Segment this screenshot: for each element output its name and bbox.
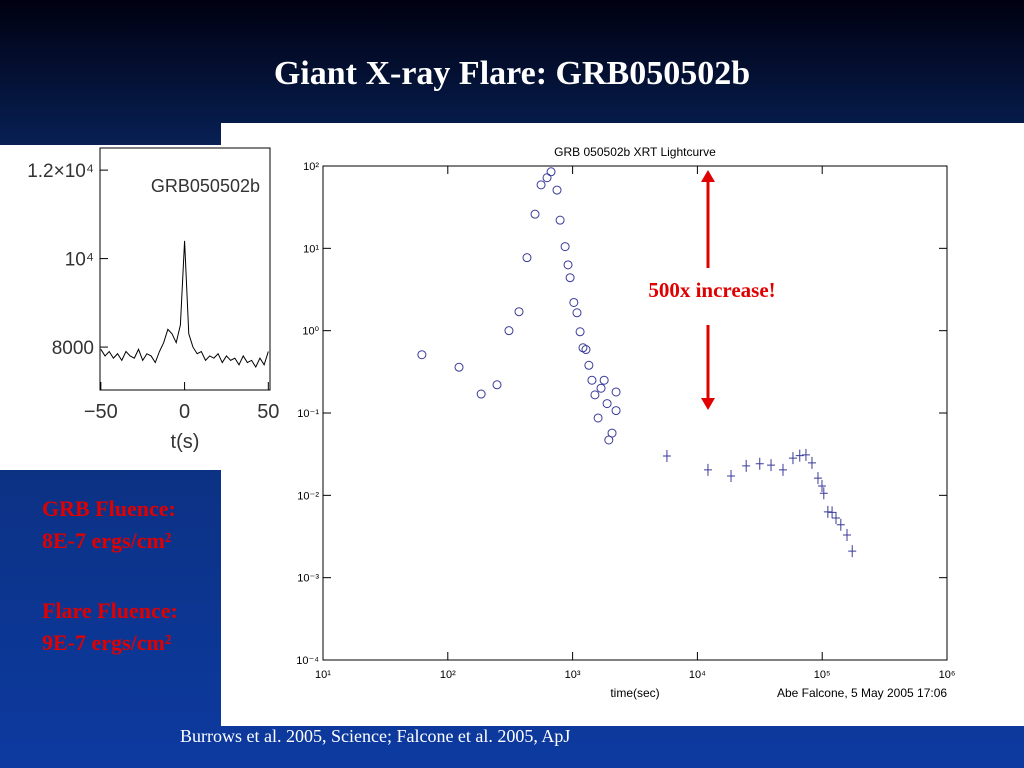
data-point [454, 362, 464, 372]
data-point [607, 428, 617, 438]
x-tick-label: 10⁶ [939, 669, 956, 681]
data-point [565, 273, 575, 283]
data-point [492, 380, 502, 390]
y-tick-label: 10⁴ [65, 250, 94, 271]
data-point [563, 260, 573, 270]
data-point [593, 413, 603, 423]
y-tick-label: 10⁻¹ [297, 408, 319, 420]
x-tick-label: 10³ [565, 669, 581, 681]
data-point [552, 185, 562, 195]
fluence-text: 8E-7 ergs/cm² [42, 528, 172, 553]
footer: Burrows et al. 2005, Science; Falcone et… [180, 726, 570, 746]
data-point [807, 456, 816, 469]
data-point [572, 308, 582, 318]
y-tick-label: 10¹ [303, 243, 319, 255]
data-line [100, 240, 269, 369]
x-tick-label: 10⁵ [814, 669, 831, 681]
fluence-text: GRB Fluence: [42, 496, 176, 521]
chart-title: GRB 050502b XRT Lightcurve [554, 145, 716, 159]
x-axis-label: time(sec) [610, 686, 659, 700]
x-tick-label: 50 [257, 401, 279, 423]
data-point [602, 399, 612, 409]
data-point [727, 469, 736, 482]
y-tick-label: 10⁻³ [297, 573, 319, 585]
x-axis-label: t(s) [171, 431, 200, 453]
data-point [813, 472, 822, 485]
data-point [587, 375, 597, 385]
data-point [788, 452, 797, 465]
slide-title: Giant X-ray Flare: GRB050502b [274, 55, 750, 92]
data-point [417, 350, 427, 360]
data-point [569, 297, 579, 307]
fluence-text: Flare Fluence: [42, 598, 178, 623]
data-point [575, 327, 585, 337]
annotation: 500x increase! [648, 278, 775, 302]
data-point [819, 487, 828, 500]
data-point [590, 390, 600, 400]
data-point [795, 449, 804, 462]
data-point [755, 457, 764, 470]
x-tick-label: 0 [179, 401, 190, 423]
data-point [801, 448, 810, 461]
data-point [522, 253, 532, 263]
data-point [504, 326, 514, 336]
y-tick-label: 8000 [52, 338, 94, 359]
chart-panel [221, 123, 1024, 726]
data-point [848, 545, 857, 558]
x-tick-label: 10² [440, 669, 456, 681]
data-point [823, 505, 832, 518]
data-point [778, 463, 787, 476]
data-point [611, 406, 621, 416]
data-point [536, 180, 546, 190]
credit: Abe Falcone, 5 May 2005 17:06 [777, 686, 947, 700]
y-tick-label: 10² [303, 161, 319, 173]
data-point [599, 375, 609, 385]
data-point [832, 512, 841, 525]
x-tick-label: −50 [84, 401, 118, 423]
inset-panel [0, 145, 221, 470]
data-point [742, 459, 751, 472]
data-point [476, 389, 486, 399]
data-point [817, 479, 826, 492]
data-point [555, 215, 565, 225]
plot: −50 0 50 8000 10⁴ 1.2×10⁴ t(s) GRB050502b [27, 147, 279, 453]
data-point [514, 307, 524, 317]
y-tick-label: 10⁻⁴ [296, 655, 319, 667]
annotation: GRB050502b [151, 176, 260, 196]
data-point [662, 450, 671, 463]
data-point [828, 506, 837, 519]
data-point [703, 463, 712, 476]
data-point [584, 360, 594, 370]
arrows [701, 170, 715, 410]
y-tick-label: 10⁰ [302, 326, 319, 338]
x-tick-label: 10¹ [315, 669, 331, 681]
data-point [530, 209, 540, 219]
data-point [596, 383, 606, 393]
fluence-text: 9E-7 ergs/cm² [42, 630, 172, 655]
y-tick-label: 10⁻² [297, 490, 319, 502]
x-tick-label: 10⁴ [689, 669, 706, 681]
data-point [767, 459, 776, 472]
data-point [842, 528, 851, 541]
plot: GRB 050502b XRT Lightcurve 10¹ 10² 10³ 10⁴ 10… [296, 145, 955, 700]
data-point [560, 242, 570, 252]
y-tick-label: 1.2×10⁴ [27, 161, 94, 182]
data-point [581, 345, 591, 355]
data-point [611, 387, 621, 397]
data-point [546, 167, 556, 177]
data-point [836, 518, 845, 531]
